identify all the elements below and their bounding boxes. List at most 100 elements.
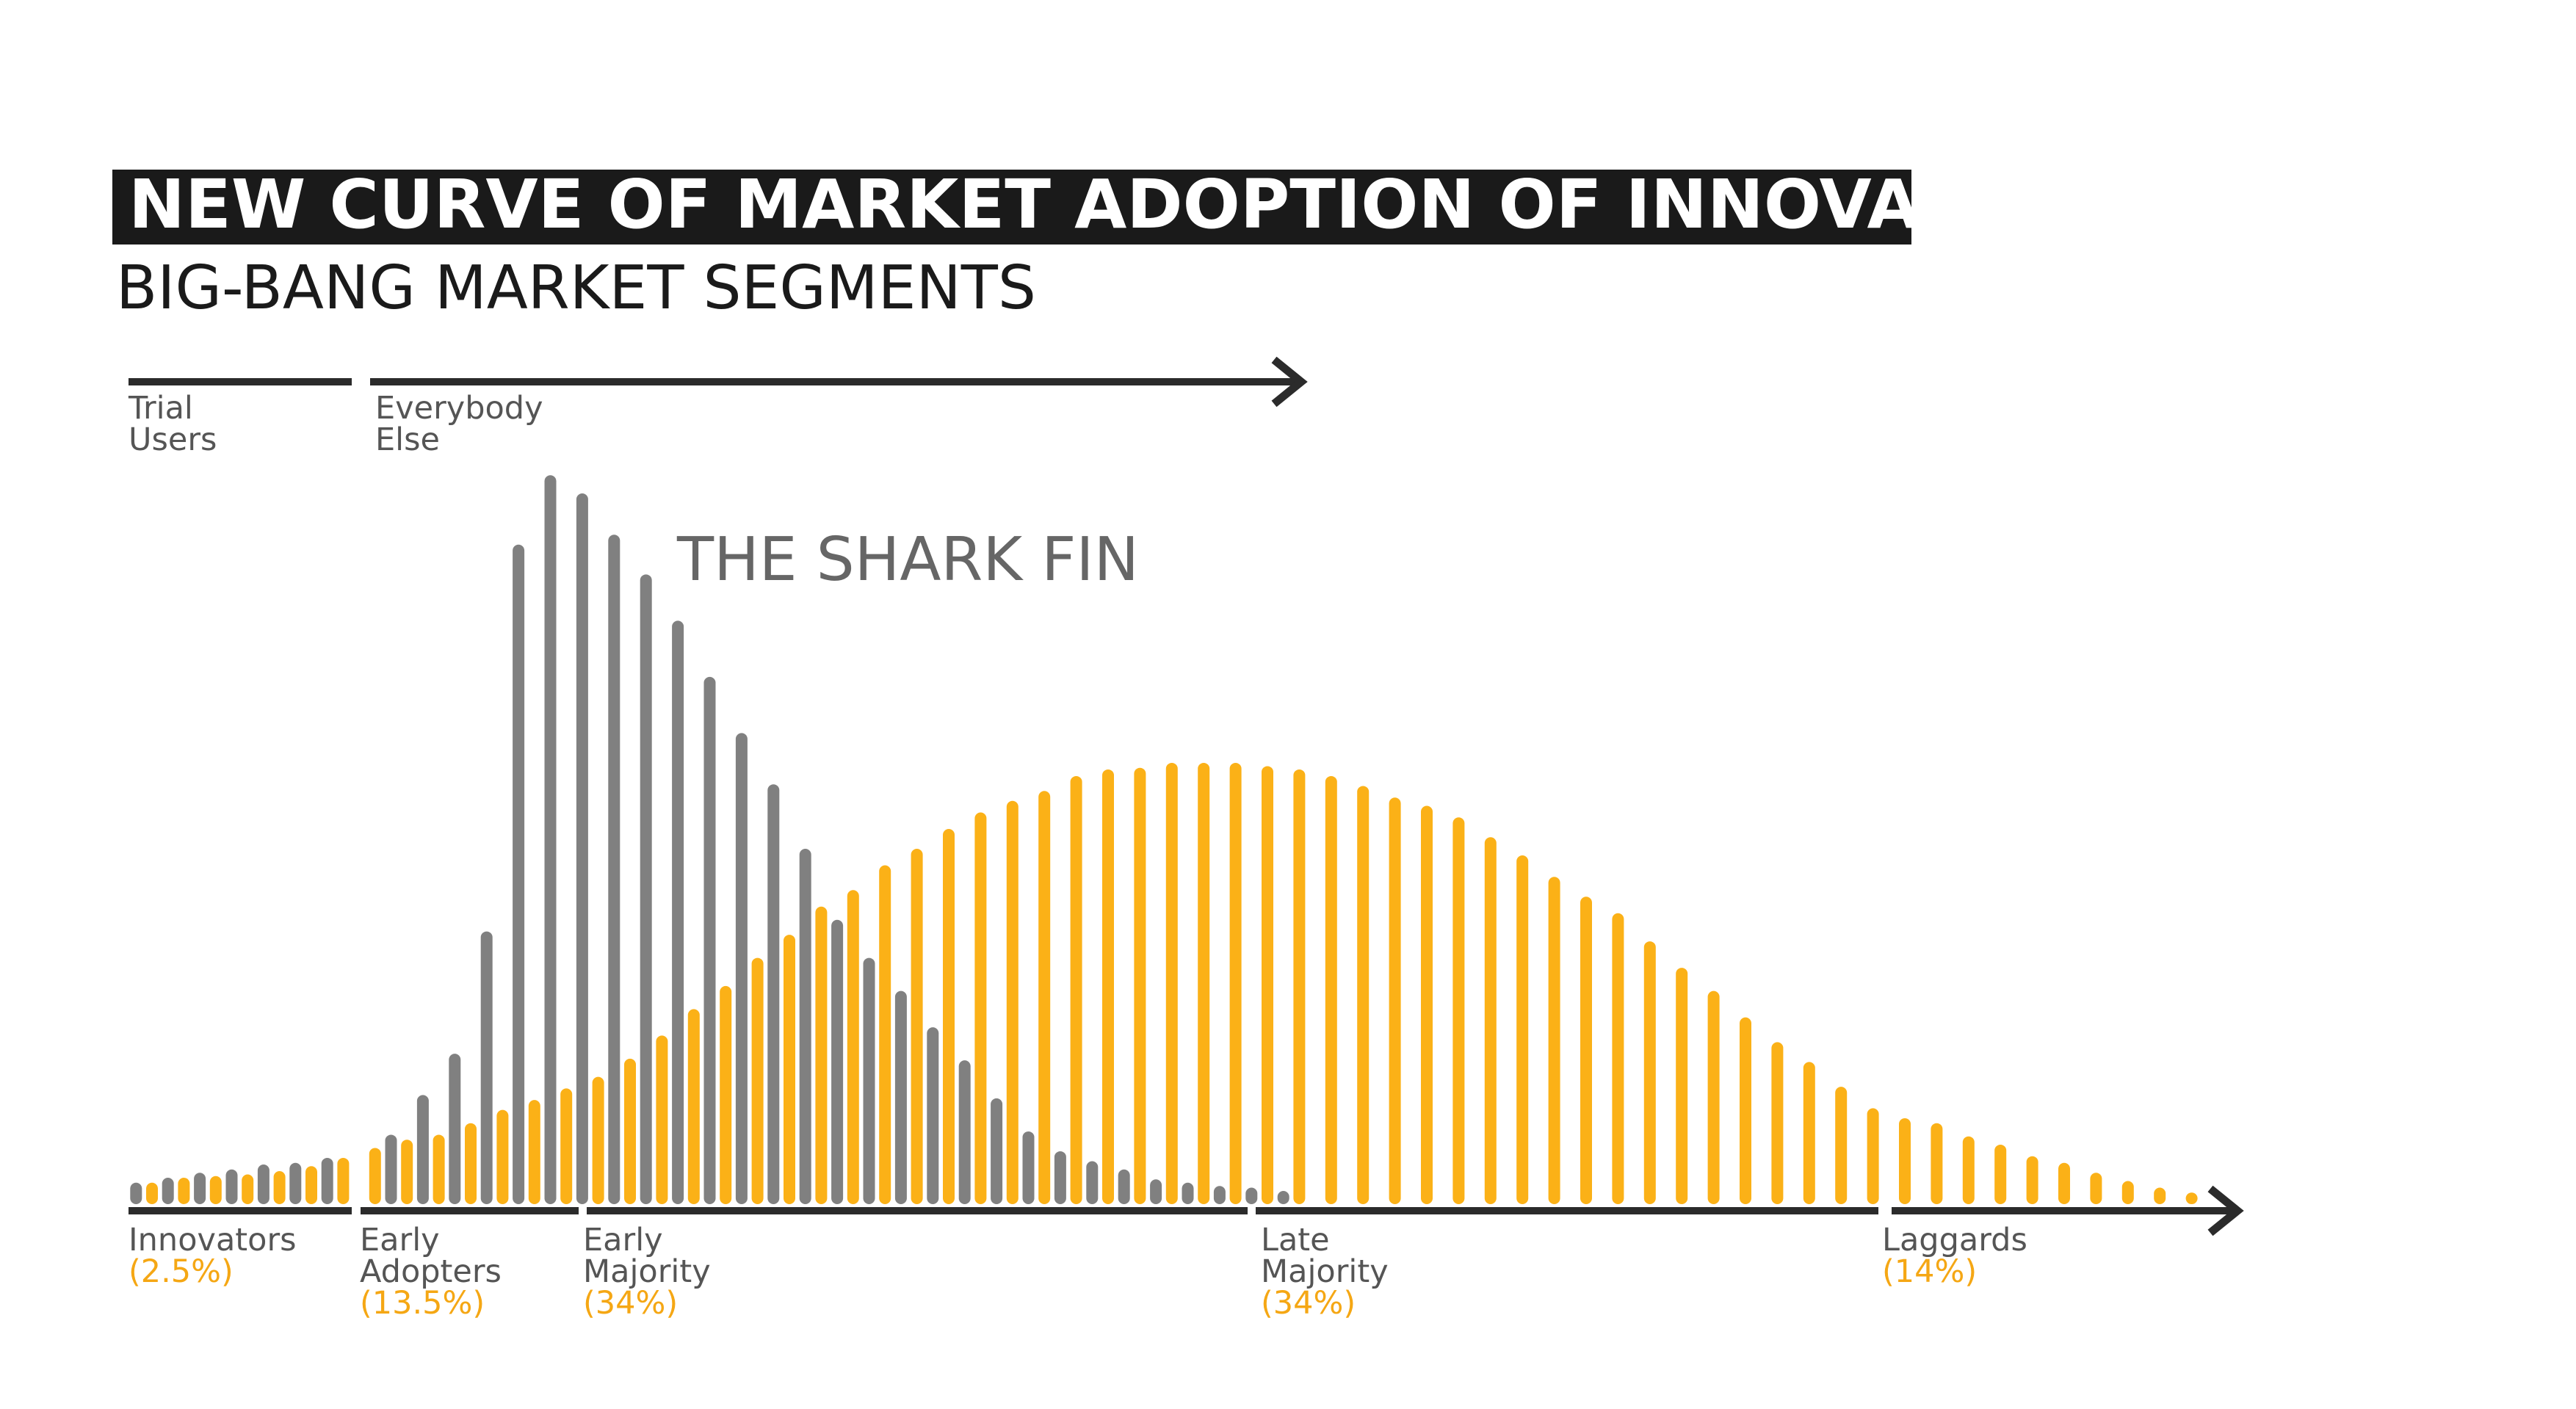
segment-label: Majority [1261, 1253, 1389, 1290]
bar [449, 1054, 461, 1204]
bar [2154, 1187, 2166, 1204]
bar [1421, 805, 1433, 1204]
segment-share: (2.5%) [129, 1253, 234, 1290]
bar [735, 733, 748, 1204]
title-box [112, 170, 1911, 245]
bar [162, 1177, 174, 1204]
bar [640, 574, 652, 1204]
bar [1707, 990, 1720, 1204]
bar [958, 1060, 971, 1204]
bar [592, 1076, 604, 1204]
bar [242, 1174, 254, 1204]
bar [433, 1134, 445, 1204]
bar [894, 990, 907, 1204]
bar [927, 1027, 939, 1204]
bar [2026, 1156, 2038, 1204]
bar [1325, 775, 1337, 1204]
bar [1182, 1182, 1194, 1204]
bar [991, 1098, 1003, 1204]
bar [1867, 1108, 1879, 1204]
bar [321, 1157, 333, 1204]
bar [480, 931, 493, 1204]
bar [178, 1177, 190, 1204]
bar [337, 1157, 350, 1204]
bar [799, 849, 811, 1204]
bar [1612, 913, 1624, 1204]
bar [1452, 817, 1465, 1204]
bar [2058, 1162, 2070, 1204]
segment-share: (34%) [1261, 1285, 1356, 1322]
bar [1580, 897, 1592, 1204]
bar [911, 849, 923, 1204]
bar [1006, 800, 1019, 1204]
bar [831, 919, 844, 1204]
bar [1803, 1062, 1815, 1204]
bar [767, 784, 780, 1204]
bar [576, 493, 588, 1204]
bar [1213, 1186, 1226, 1204]
bar [305, 1166, 317, 1204]
bar [1262, 766, 1273, 1204]
bar [528, 1100, 540, 1204]
bar [416, 1095, 429, 1204]
segment-label: Else [375, 421, 440, 458]
bar [1022, 1131, 1035, 1204]
bar [2185, 1192, 2198, 1204]
bar [1740, 1017, 1751, 1204]
axis-lines [129, 356, 2244, 1236]
bar [1038, 791, 1051, 1204]
segment-label: Early [360, 1222, 440, 1258]
bar [974, 812, 987, 1204]
bar [608, 535, 621, 1204]
segment-share: (34%) [583, 1285, 678, 1322]
bar [225, 1169, 238, 1204]
bar [879, 865, 891, 1204]
bar [2090, 1173, 2102, 1204]
segment-label: Early [583, 1222, 663, 1258]
bar [544, 475, 557, 1204]
bar [1245, 1187, 1258, 1204]
bar [1165, 762, 1178, 1204]
bar [1389, 797, 1401, 1204]
segment-share: (13.5%) [360, 1285, 485, 1322]
bar [703, 676, 716, 1204]
bar [369, 1148, 381, 1204]
segment-label: Trial [128, 390, 193, 427]
segment-label: Majority [583, 1253, 711, 1290]
bar [815, 906, 828, 1204]
bar [687, 1009, 700, 1204]
bar [1931, 1123, 1943, 1204]
segment-label: Laggards [1882, 1222, 2027, 1258]
bar [385, 1134, 397, 1204]
segment-label: Adopters [360, 1253, 502, 1290]
bar [847, 890, 859, 1204]
bar [465, 1123, 477, 1204]
bar [1994, 1144, 2007, 1204]
bar [1771, 1042, 1784, 1204]
bar [560, 1088, 573, 1204]
bar [2121, 1181, 2134, 1204]
chart-title: NEW CURVE OF MARKET ADOPTION OF INNOVATI… [129, 165, 2099, 244]
segment-label: Users [129, 421, 217, 458]
bar [130, 1182, 142, 1204]
bar [1054, 1151, 1066, 1204]
bar [1229, 762, 1242, 1204]
bar [1293, 769, 1306, 1204]
bar [496, 1109, 509, 1204]
chart-subtitle: BIG-BANG MARKET SEGMENTS [116, 253, 1036, 323]
bar [1484, 837, 1497, 1204]
bar [1277, 1190, 1289, 1204]
segment-share: (14%) [1882, 1253, 1977, 1290]
annotation: THE SHARK FIN [676, 525, 1139, 595]
bar [672, 620, 684, 1204]
bar [273, 1170, 286, 1204]
bar [1835, 1087, 1848, 1204]
bar [656, 1035, 668, 1204]
segment-label: Everybody [375, 390, 543, 427]
bar [751, 957, 764, 1204]
bar [1962, 1136, 1975, 1204]
bar [1102, 769, 1114, 1204]
bar [720, 985, 732, 1204]
bar [401, 1140, 413, 1204]
